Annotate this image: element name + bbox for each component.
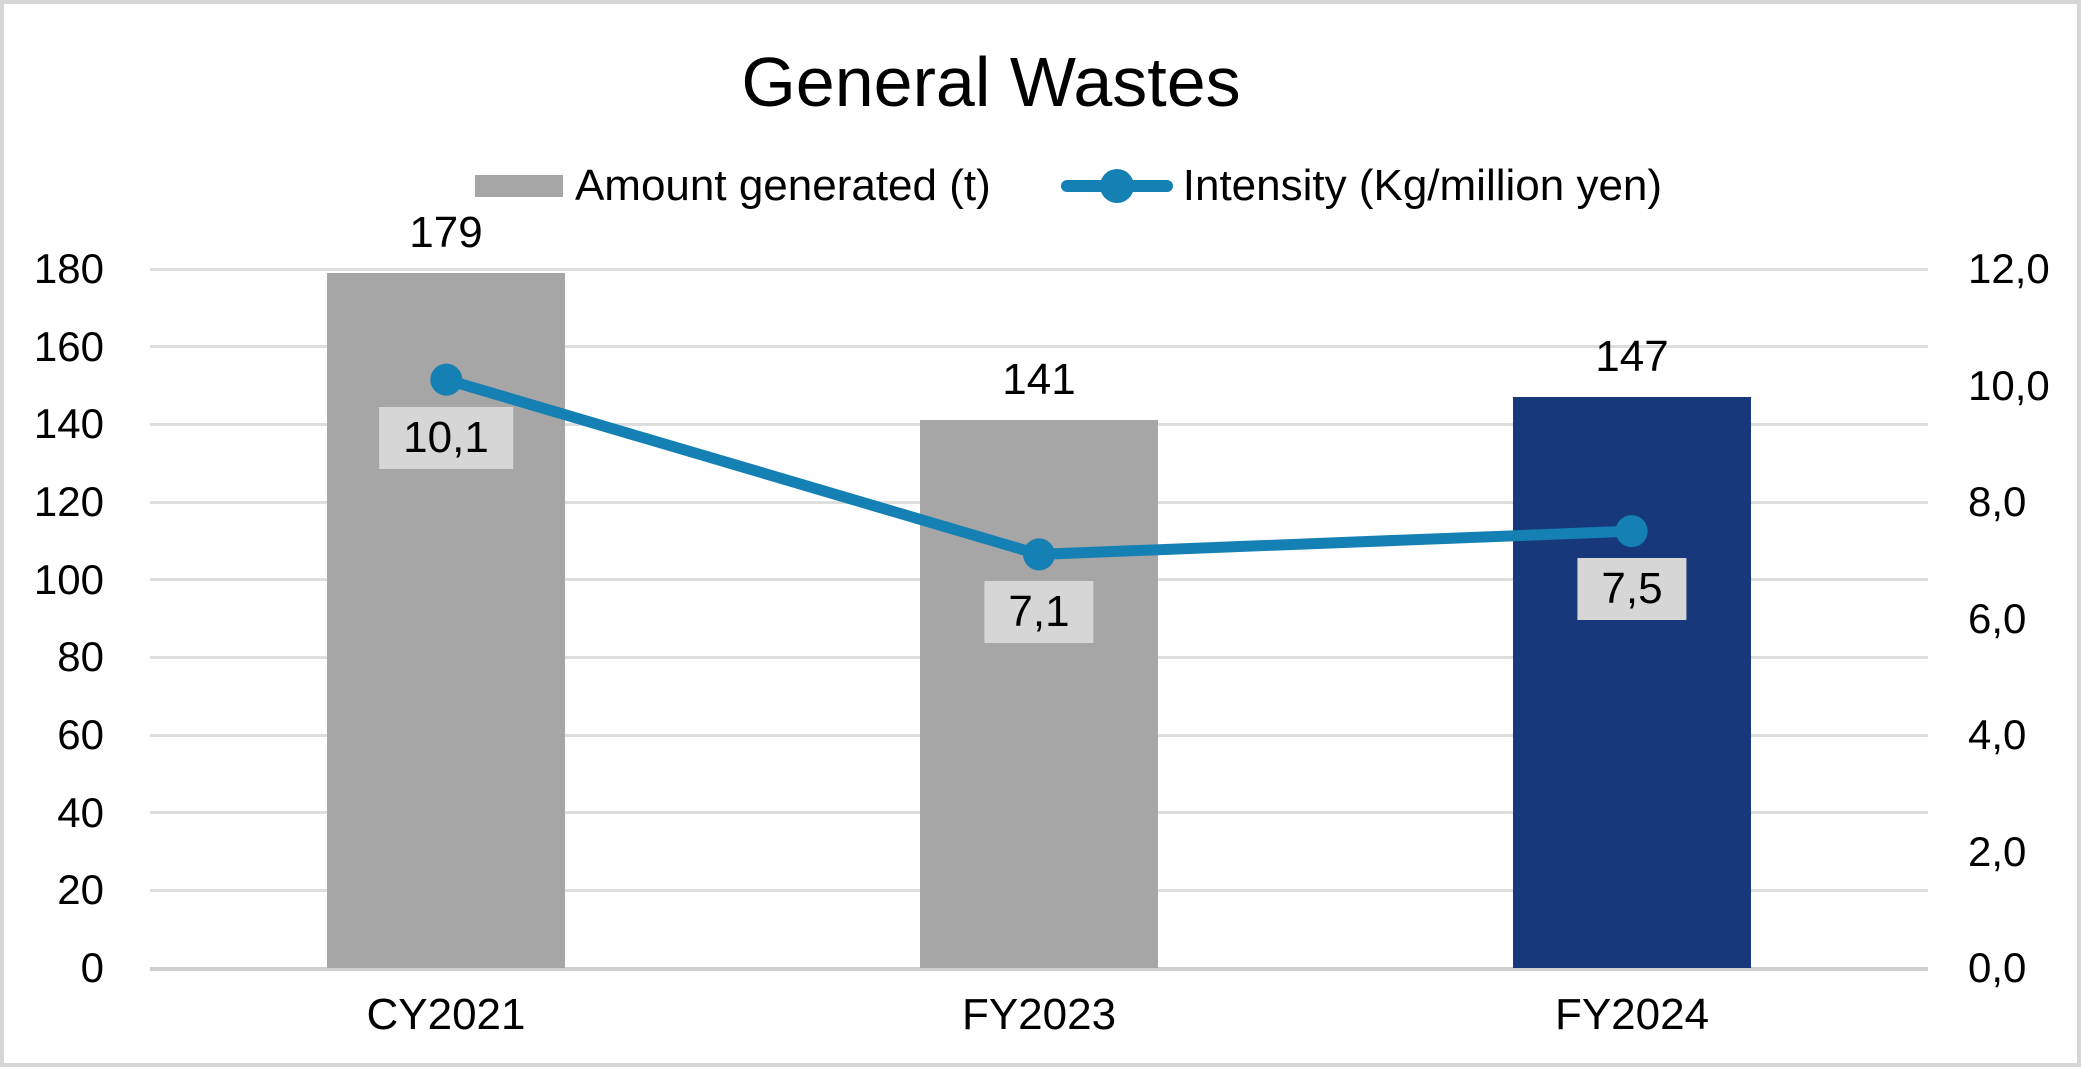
legend-entry-intensity: Intensity (Kg/million yen): [1060, 160, 1663, 212]
y-axis-right-tick-label: 6,0: [1968, 595, 2027, 642]
y-axis-left-tick-label: 20: [57, 866, 104, 913]
bar-value-label: 179: [409, 208, 483, 257]
y-axis-right-tick-label: 4,0: [1968, 711, 2027, 758]
y-axis-left-tick-label: 80: [57, 633, 104, 680]
y-axis-right-tick-label: 12,0: [1968, 245, 2050, 292]
y-axis-left-tick-label: 100: [33, 556, 104, 603]
bar: [1513, 397, 1751, 968]
y-axis-right-tick-label: 0,0: [1968, 944, 2027, 991]
bar: [327, 273, 565, 968]
bar-value-label: 141: [1002, 355, 1076, 404]
line-series-swatch: [1060, 169, 1173, 203]
gridline: [150, 268, 1928, 271]
y-axis-left-tick-label: 60: [57, 711, 104, 758]
x-axis-label: FY2023: [961, 990, 1117, 1039]
y-axis-left-tick-label: 160: [33, 323, 104, 370]
y-axis-left-tick-label: 120: [33, 478, 104, 525]
x-axis-label: CY2021: [366, 990, 526, 1039]
gridline: [150, 345, 1928, 348]
bar-series-swatch: [474, 175, 563, 197]
y-axis-left-tick-label: 40: [57, 789, 104, 836]
y-axis-right-tick-label: 8,0: [1968, 478, 2027, 525]
y-axis-right-tick-label: 2,0: [1968, 828, 2027, 875]
y-axis-left-tick-label: 180: [33, 245, 104, 292]
x-axis-label: FY2024: [1554, 990, 1710, 1039]
bar-value-label: 147: [1595, 332, 1669, 381]
legend-label-amount: Amount generated (t): [574, 161, 991, 210]
y-axis-left-tick-label: 140: [33, 400, 104, 447]
gridline: [150, 967, 1928, 971]
legend: Amount generated (t) Intensity (Kg/milli…: [32, 160, 2077, 212]
legend-entry-amount: Amount generated (t): [474, 160, 991, 212]
intensity-data-label: 7,5: [1577, 558, 1687, 620]
y-axis-left-tick-label: 0: [80, 944, 104, 991]
bar: [920, 420, 1158, 968]
intensity-data-label: 10,1: [379, 407, 513, 469]
chart-title: General Wastes: [741, 43, 1241, 121]
intensity-data-label: 7,1: [984, 581, 1094, 643]
legend-label-intensity: Intensity (Kg/million yen): [1182, 161, 1663, 210]
y-axis-right-tick-label: 10,0: [1968, 362, 2050, 409]
line-series-marker-icon: [1099, 169, 1134, 203]
